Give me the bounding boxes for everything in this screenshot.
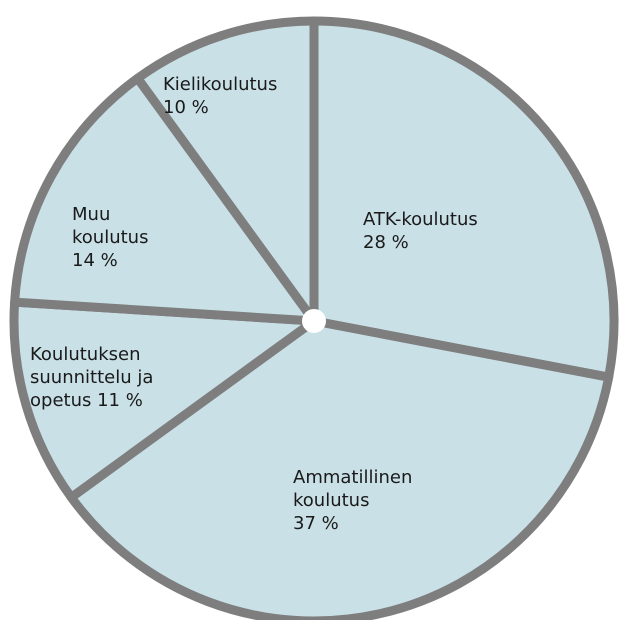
pie-center [302,309,326,333]
value-label: 10 % [163,97,209,118]
category-name: Kielikoulutus [163,74,278,95]
pie-slice [10,73,319,326]
value-label: 11 % [97,390,143,411]
value-label: 28 % [363,232,409,253]
category-name: Ammatillinen koulutus [293,467,413,511]
category-name: Muu koulutus [72,204,149,248]
slice-label: Ammatillinen koulutus 37 % [293,466,433,535]
category-name: Koulutuksen suunnittelu ja opetus [30,344,154,411]
slice-label: ATK-koulutus 28 % [363,208,513,254]
slice-label: Kielikoulutus 10 % [163,73,313,119]
pie-slice [9,297,319,502]
pie-slice [309,16,619,382]
value-label: 14 % [72,250,118,271]
slice-label: Muu koulutus 14 % [72,203,167,272]
value-label: 37 % [293,513,339,534]
slice-label: Koulutuksen suunnittelu ja opetus 11 % [30,343,180,412]
pie-slice [66,316,614,620]
pie-slice [133,16,319,326]
category-name: ATK-koulutus [363,209,478,230]
